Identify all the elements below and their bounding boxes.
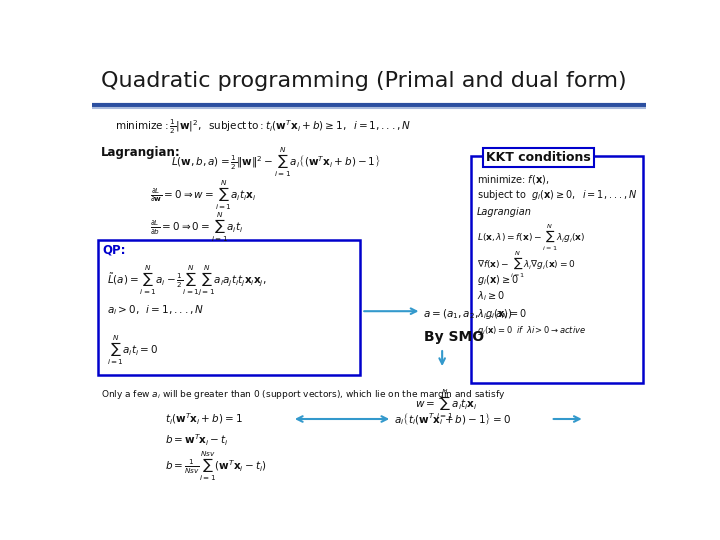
Text: $L(\mathbf{x},\lambda)=f(\mathbf{x})-\sum_{i=1}^{N}\lambda_i g_i(\mathbf{x})$: $L(\mathbf{x},\lambda)=f(\mathbf{x})-\su… (477, 222, 585, 253)
Text: $a_i > 0, \;\; i=1,...,N$: $a_i > 0, \;\; i=1,...,N$ (107, 303, 204, 318)
Text: $\lambda_i \geq 0$: $\lambda_i \geq 0$ (477, 289, 505, 303)
Text: Only a few $a_i$ will be greater than 0 (support vectors), which lie on the marg: Only a few $a_i$ will be greater than 0 … (101, 388, 505, 401)
Text: $t_i(\mathbf{w}^T\mathbf{x}_i+b)=1$: $t_i(\mathbf{w}^T\mathbf{x}_i+b)=1$ (165, 411, 243, 427)
Text: Lagrangian: Lagrangian (477, 207, 531, 217)
Bar (98, 240, 360, 375)
Text: $a_i\left\{t_i(\mathbf{w}^T\mathbf{x}_i+b)-1\right\}=0$: $a_i\left\{t_i(\mathbf{w}^T\mathbf{x}_i+… (395, 411, 511, 427)
Text: $a=(a_1, a_2,...a_N)$: $a=(a_1, a_2,...a_N)$ (423, 307, 513, 321)
Text: subject to  $g_i(\mathbf{x}) \geq 0, \;\; i=1,...,N$: subject to $g_i(\mathbf{x}) \geq 0, \;\;… (477, 188, 637, 202)
Text: Lagrangian:: Lagrangian: (101, 146, 181, 159)
Text: KKT conditions: KKT conditions (486, 151, 591, 164)
Text: $\frac{\partial L}{\partial \mathbf{w}}=0 \Rightarrow w=\sum_{i=1}^{N} a_i t_i \: $\frac{\partial L}{\partial \mathbf{w}}=… (150, 179, 256, 212)
Text: $\tilde{L}(a)= \sum_{i=1}^{N} a_i - \frac{1}{2}\sum_{i=1}^{N}\sum_{j=1}^{N} a_i : $\tilde{L}(a)= \sum_{i=1}^{N} a_i - \fra… (107, 264, 267, 297)
Text: $\sum_{i=1}^{N} a_i t_i = 0$: $\sum_{i=1}^{N} a_i t_i = 0$ (107, 334, 158, 367)
Text: $b=\mathbf{w}^T\mathbf{x}_i - t_i$: $b=\mathbf{w}^T\mathbf{x}_i - t_i$ (165, 433, 229, 448)
Text: $g_i(\mathbf{x})=0 \;\; if \;\;\lambda i>0 \rightarrow active$: $g_i(\mathbf{x})=0 \;\; if \;\;\lambda i… (477, 323, 586, 336)
Text: $\lambda_i g_i(\mathbf{x})=0$: $\lambda_i g_i(\mathbf{x})=0$ (477, 307, 527, 321)
Text: $\mathrm{minimize:}\frac{1}{2}|\mathbf{w}|^2, \;\; \mathrm{subject\, to:} t_i(\m: $\mathrm{minimize:}\frac{1}{2}|\mathbf{w… (115, 117, 411, 136)
Text: $L(\mathbf{w},b,a)= \frac{1}{2}\|\mathbf{w}\|^2-\sum_{i=1}^{N} a_i\left\{(\mathb: $L(\mathbf{w},b,a)= \frac{1}{2}\|\mathbf… (171, 146, 381, 179)
Bar (471, 156, 643, 383)
Text: $w=\sum_{i=1}^{N} a_i t_i \mathbf{x}_i$: $w=\sum_{i=1}^{N} a_i t_i \mathbf{x}_i$ (415, 388, 478, 421)
Text: $g_i(\mathbf{x})\geq 0$: $g_i(\mathbf{x})\geq 0$ (477, 273, 518, 287)
Text: By SMO: By SMO (425, 330, 485, 345)
Text: $\frac{\partial L}{\partial b}=0 \Rightarrow 0=\sum_{i=1}^{N} a_i t_i$: $\frac{\partial L}{\partial b}=0 \Righta… (150, 211, 243, 244)
Text: $\nabla f(\mathbf{x})-\sum_{i=1}^{N}\lambda_i \nabla g_i(\mathbf{x})=0$: $\nabla f(\mathbf{x})-\sum_{i=1}^{N}\lam… (477, 249, 575, 280)
Text: minimize: $f(\mathbf{x}),$: minimize: $f(\mathbf{x}),$ (477, 173, 549, 186)
Text: $b=\frac{1}{Nsv}\sum_{i=1}^{Nsv}(\mathbf{w}^T\mathbf{x}_i - t_i)$: $b=\frac{1}{Nsv}\sum_{i=1}^{Nsv}(\mathbf… (165, 450, 266, 483)
Text: Quadratic programming (Primal and dual form): Quadratic programming (Primal and dual f… (101, 71, 626, 91)
Text: QP:: QP: (102, 244, 126, 256)
